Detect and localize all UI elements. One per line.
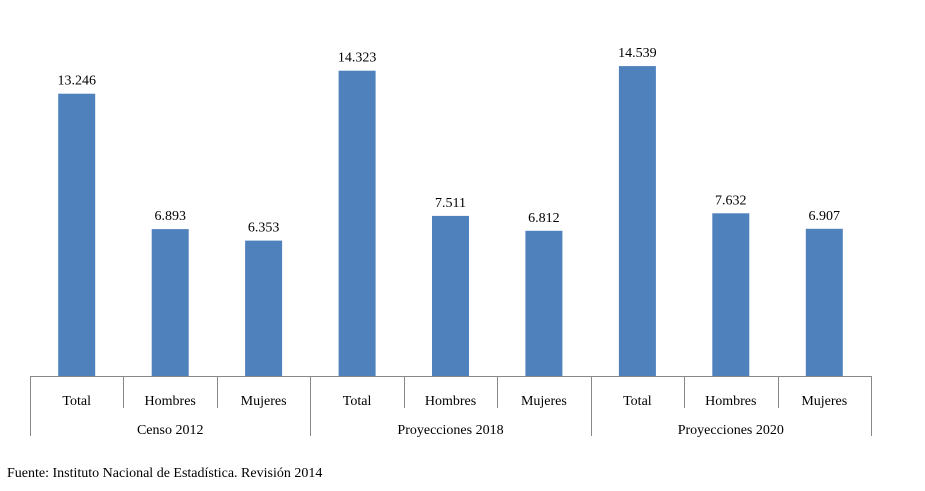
source-note: Fuente: Instituto Nacional de Estadístic… (7, 466, 323, 481)
x-tick-label: Total (343, 394, 372, 409)
x-tick-label: Mujeres (521, 394, 567, 409)
data-label: 13.246 (57, 74, 96, 89)
x-tick-label: Hombres (145, 394, 196, 409)
bar (618, 66, 656, 376)
data-label: 6.812 (528, 211, 560, 226)
x-tick-label: Total (62, 394, 91, 409)
bar (432, 215, 469, 376)
group-label: Proyecciones 2020 (678, 423, 784, 438)
group-label: Censo 2012 (137, 423, 204, 438)
data-label: 6.893 (154, 209, 186, 224)
x-tick-label: Mujeres (241, 394, 287, 409)
bar (151, 229, 189, 376)
data-label: 6.353 (248, 221, 280, 236)
bar (338, 70, 376, 376)
data-label: 14.539 (618, 46, 657, 61)
bar (805, 228, 843, 376)
data-label: 7.632 (715, 193, 747, 208)
data-label: 6.907 (809, 209, 841, 224)
bar (58, 93, 96, 376)
data-label: 7.511 (435, 196, 466, 211)
x-tick-label: Hombres (705, 394, 756, 409)
bar (712, 213, 750, 376)
x-tick-label: Hombres (425, 394, 476, 409)
data-label: 14.323 (338, 51, 377, 66)
x-tick-label: Mujeres (801, 394, 847, 409)
group-label: Proyecciones 2018 (397, 423, 503, 438)
x-tick-label: Total (623, 394, 652, 409)
bar (245, 240, 283, 376)
bar (525, 230, 563, 376)
